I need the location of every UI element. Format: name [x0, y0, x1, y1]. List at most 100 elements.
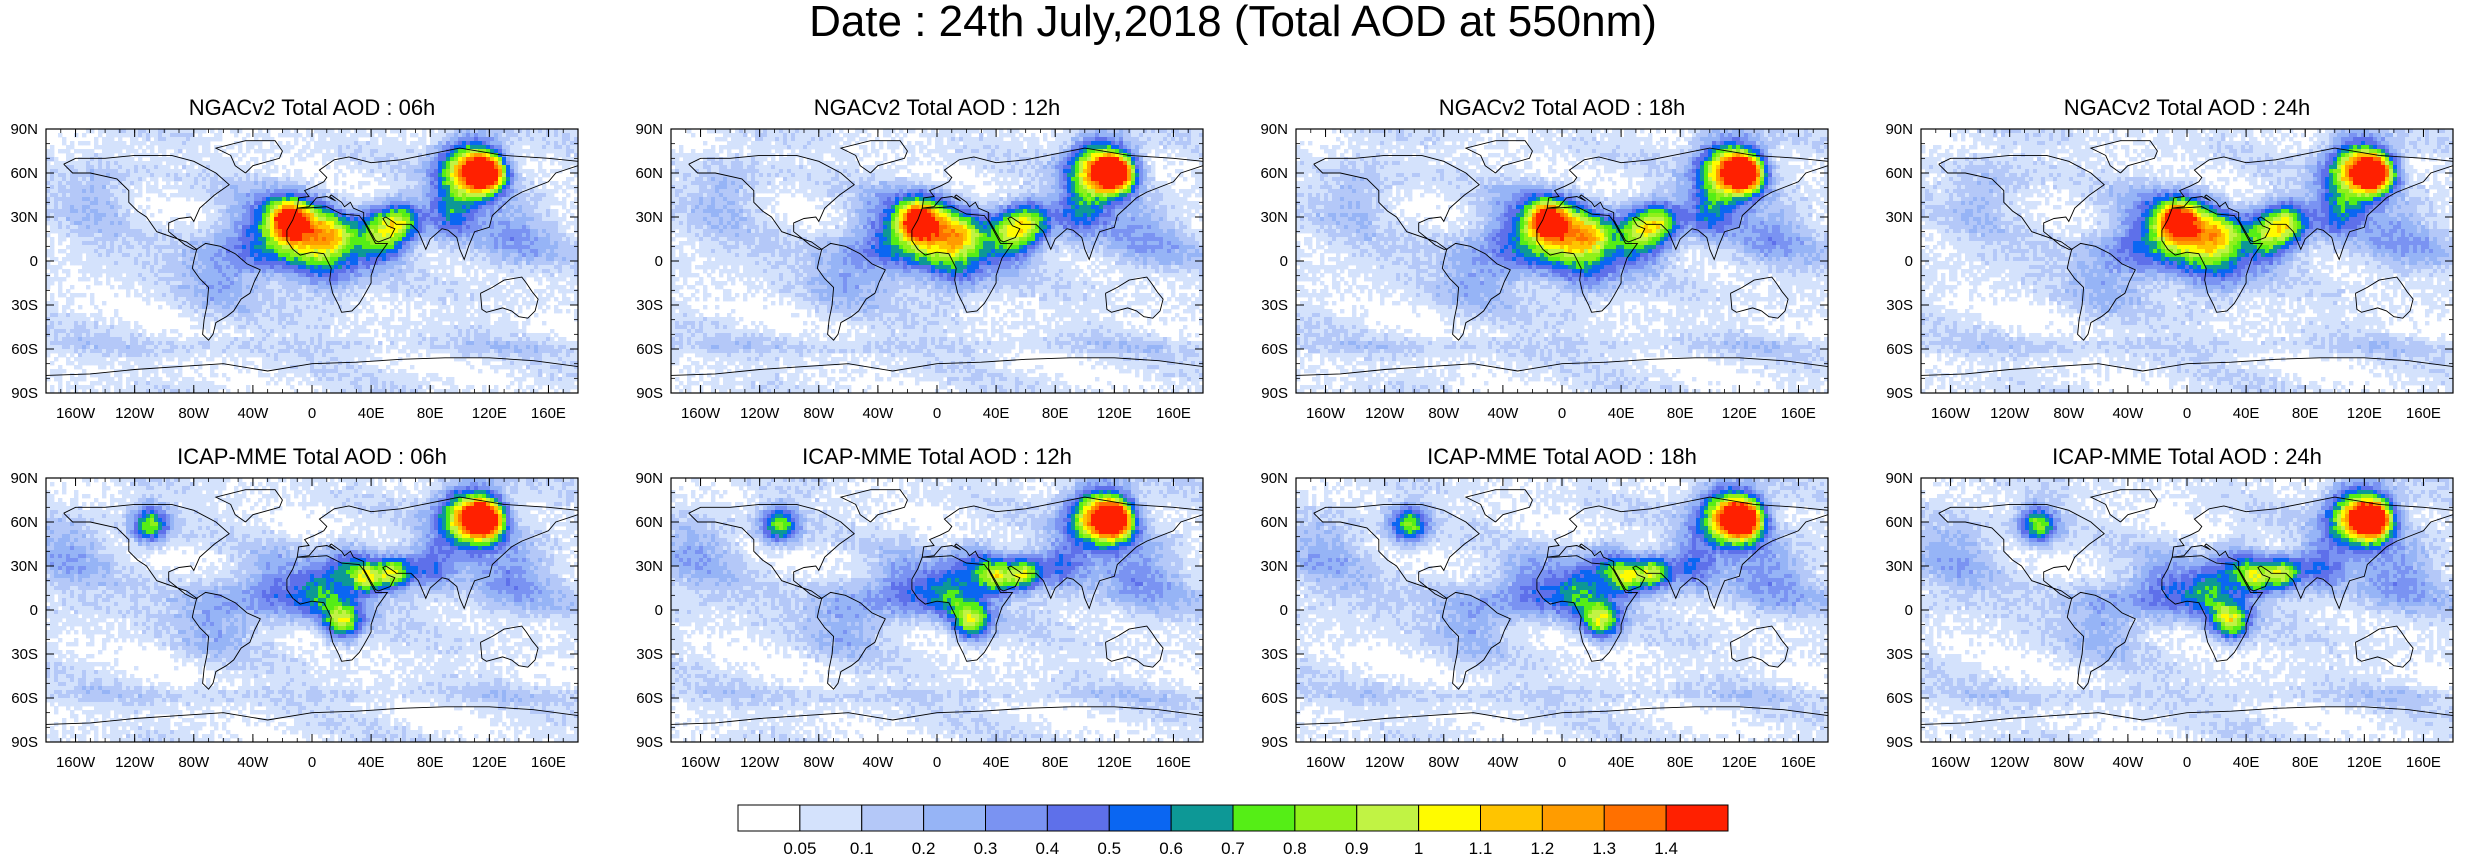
colorbar: 0.05 0.1 0.2 0.3 0.4 0.5 0.6 0.7 0.8 0.9 1 1.1 1.2 1.… [737, 804, 1729, 854]
coastline [1105, 276, 1164, 319]
colorbar-swatch [1603, 804, 1667, 832]
lat-tick-label: 90N [10, 470, 38, 487]
lon-tick-label: 120E [1722, 405, 1757, 422]
lat-tick-label: 30S [1261, 297, 1288, 314]
coastline [46, 357, 578, 376]
colorbar-label: 0.9 [1345, 839, 1369, 854]
coastline [1546, 496, 1828, 610]
lon-tick-label: 0 [308, 754, 316, 771]
lat-tick-label: 30N [635, 209, 663, 226]
lon-tick-label: 0 [1558, 754, 1566, 771]
panel-title: ICAP-MME Total AOD : 18h [1427, 444, 1697, 469]
lon-tick-label: 120E [2347, 405, 2382, 422]
colorbar-swatch [1418, 804, 1481, 832]
coastline [1441, 591, 1511, 690]
coastline [1464, 489, 1533, 523]
panel-title: NGACv2 Total AOD : 12h [814, 95, 1061, 120]
panel-title: NGACv2 Total AOD : 24h [2064, 95, 2311, 120]
lon-tick-label: 40E [358, 405, 385, 422]
lat-tick-label: 90N [1260, 121, 1288, 138]
aod-field [671, 478, 1203, 742]
lon-tick-label: 120W [740, 754, 780, 771]
lon-tick-label: 120W [115, 405, 155, 422]
aod-field [1296, 129, 1828, 393]
lat-tick-label: 30S [1261, 646, 1288, 663]
aod-field [1921, 478, 2453, 742]
coastline [2066, 591, 2136, 690]
lon-tick-label: 160E [1156, 405, 1191, 422]
colorbar-label: 1.4 [1654, 839, 1678, 854]
lon-tick-label: 80E [417, 405, 444, 422]
coastline [1730, 625, 1789, 668]
coastline [296, 147, 578, 261]
lon-tick-label: 80E [1667, 754, 1694, 771]
lat-tick-label: 60N [1260, 514, 1288, 531]
lon-tick-label: 40E [2233, 754, 2260, 771]
lat-tick-label: 30N [1260, 209, 1288, 226]
coastline [2171, 147, 2453, 261]
coastline [1938, 503, 2105, 599]
lat-tick-label: 0 [1280, 253, 1288, 270]
lon-tick-label: 40E [1608, 405, 1635, 422]
lon-tick-label: 0 [933, 405, 941, 422]
lon-tick-label: 0 [1558, 405, 1566, 422]
lon-tick-label: 160E [531, 754, 566, 771]
lat-tick-label: 30N [10, 209, 38, 226]
lat-tick-label: 90S [636, 385, 663, 402]
lat-tick-label: 60S [1886, 690, 1913, 707]
lon-tick-label: 40E [983, 405, 1010, 422]
lat-tick-label: 60N [10, 514, 38, 531]
lon-tick-label: 120W [115, 754, 155, 771]
coastline [1296, 706, 1828, 725]
lon-tick-label: 80W [178, 405, 210, 422]
lat-tick-label: 90S [1261, 734, 1288, 751]
lon-tick-label: 40E [2233, 405, 2260, 422]
coastline [921, 147, 1203, 261]
coastline [1313, 154, 1480, 250]
lat-tick-label: 60S [636, 341, 663, 358]
lon-tick-label: 160W [681, 754, 721, 771]
colorbar-swatch [1665, 804, 1729, 832]
lat-tick-label: 0 [655, 602, 663, 619]
lat-tick-label: 60S [11, 341, 38, 358]
lon-tick-label: 40E [358, 754, 385, 771]
coastline [2089, 140, 2158, 174]
aod-field [46, 129, 578, 393]
colorbar-label: 0.8 [1283, 839, 1307, 854]
lon-tick-label: 120E [472, 754, 507, 771]
lon-tick-label: 120W [1990, 405, 2030, 422]
lon-tick-label: 40W [2112, 405, 2144, 422]
colorbar-swatch [1046, 804, 1110, 832]
coastline [296, 496, 578, 610]
aod-field [1921, 129, 2453, 393]
coastline [46, 706, 578, 725]
coastline [688, 154, 855, 250]
coastline [1938, 154, 2105, 250]
lon-tick-label: 120W [740, 405, 780, 422]
coastline [816, 591, 886, 690]
lon-tick-label: 80E [417, 754, 444, 771]
coastline [1921, 357, 2453, 376]
lat-tick-label: 30S [636, 297, 663, 314]
lat-tick-label: 30N [635, 558, 663, 575]
lon-tick-label: 40E [983, 754, 1010, 771]
lat-tick-label: 30S [636, 646, 663, 663]
aod-field [46, 478, 578, 742]
colorbar-swatch [1170, 804, 1234, 832]
colorbar-swatch [737, 804, 801, 832]
lon-tick-label: 80E [2292, 754, 2319, 771]
lat-tick-label: 30S [11, 297, 38, 314]
coastline [63, 503, 230, 599]
colorbar-swatch [1294, 804, 1358, 832]
colorbar-swatch [1356, 804, 1420, 832]
colorbar-swatch [1232, 804, 1296, 832]
lon-tick-label: 0 [933, 754, 941, 771]
lat-tick-label: 60N [10, 165, 38, 182]
coastline [2355, 276, 2414, 319]
lon-tick-label: 120E [1097, 754, 1132, 771]
lat-tick-label: 90N [10, 121, 38, 138]
coastline [1441, 242, 1511, 341]
lon-tick-label: 40W [862, 405, 894, 422]
lat-tick-label: 60N [1885, 514, 1913, 531]
lat-tick-label: 90S [1886, 385, 1913, 402]
